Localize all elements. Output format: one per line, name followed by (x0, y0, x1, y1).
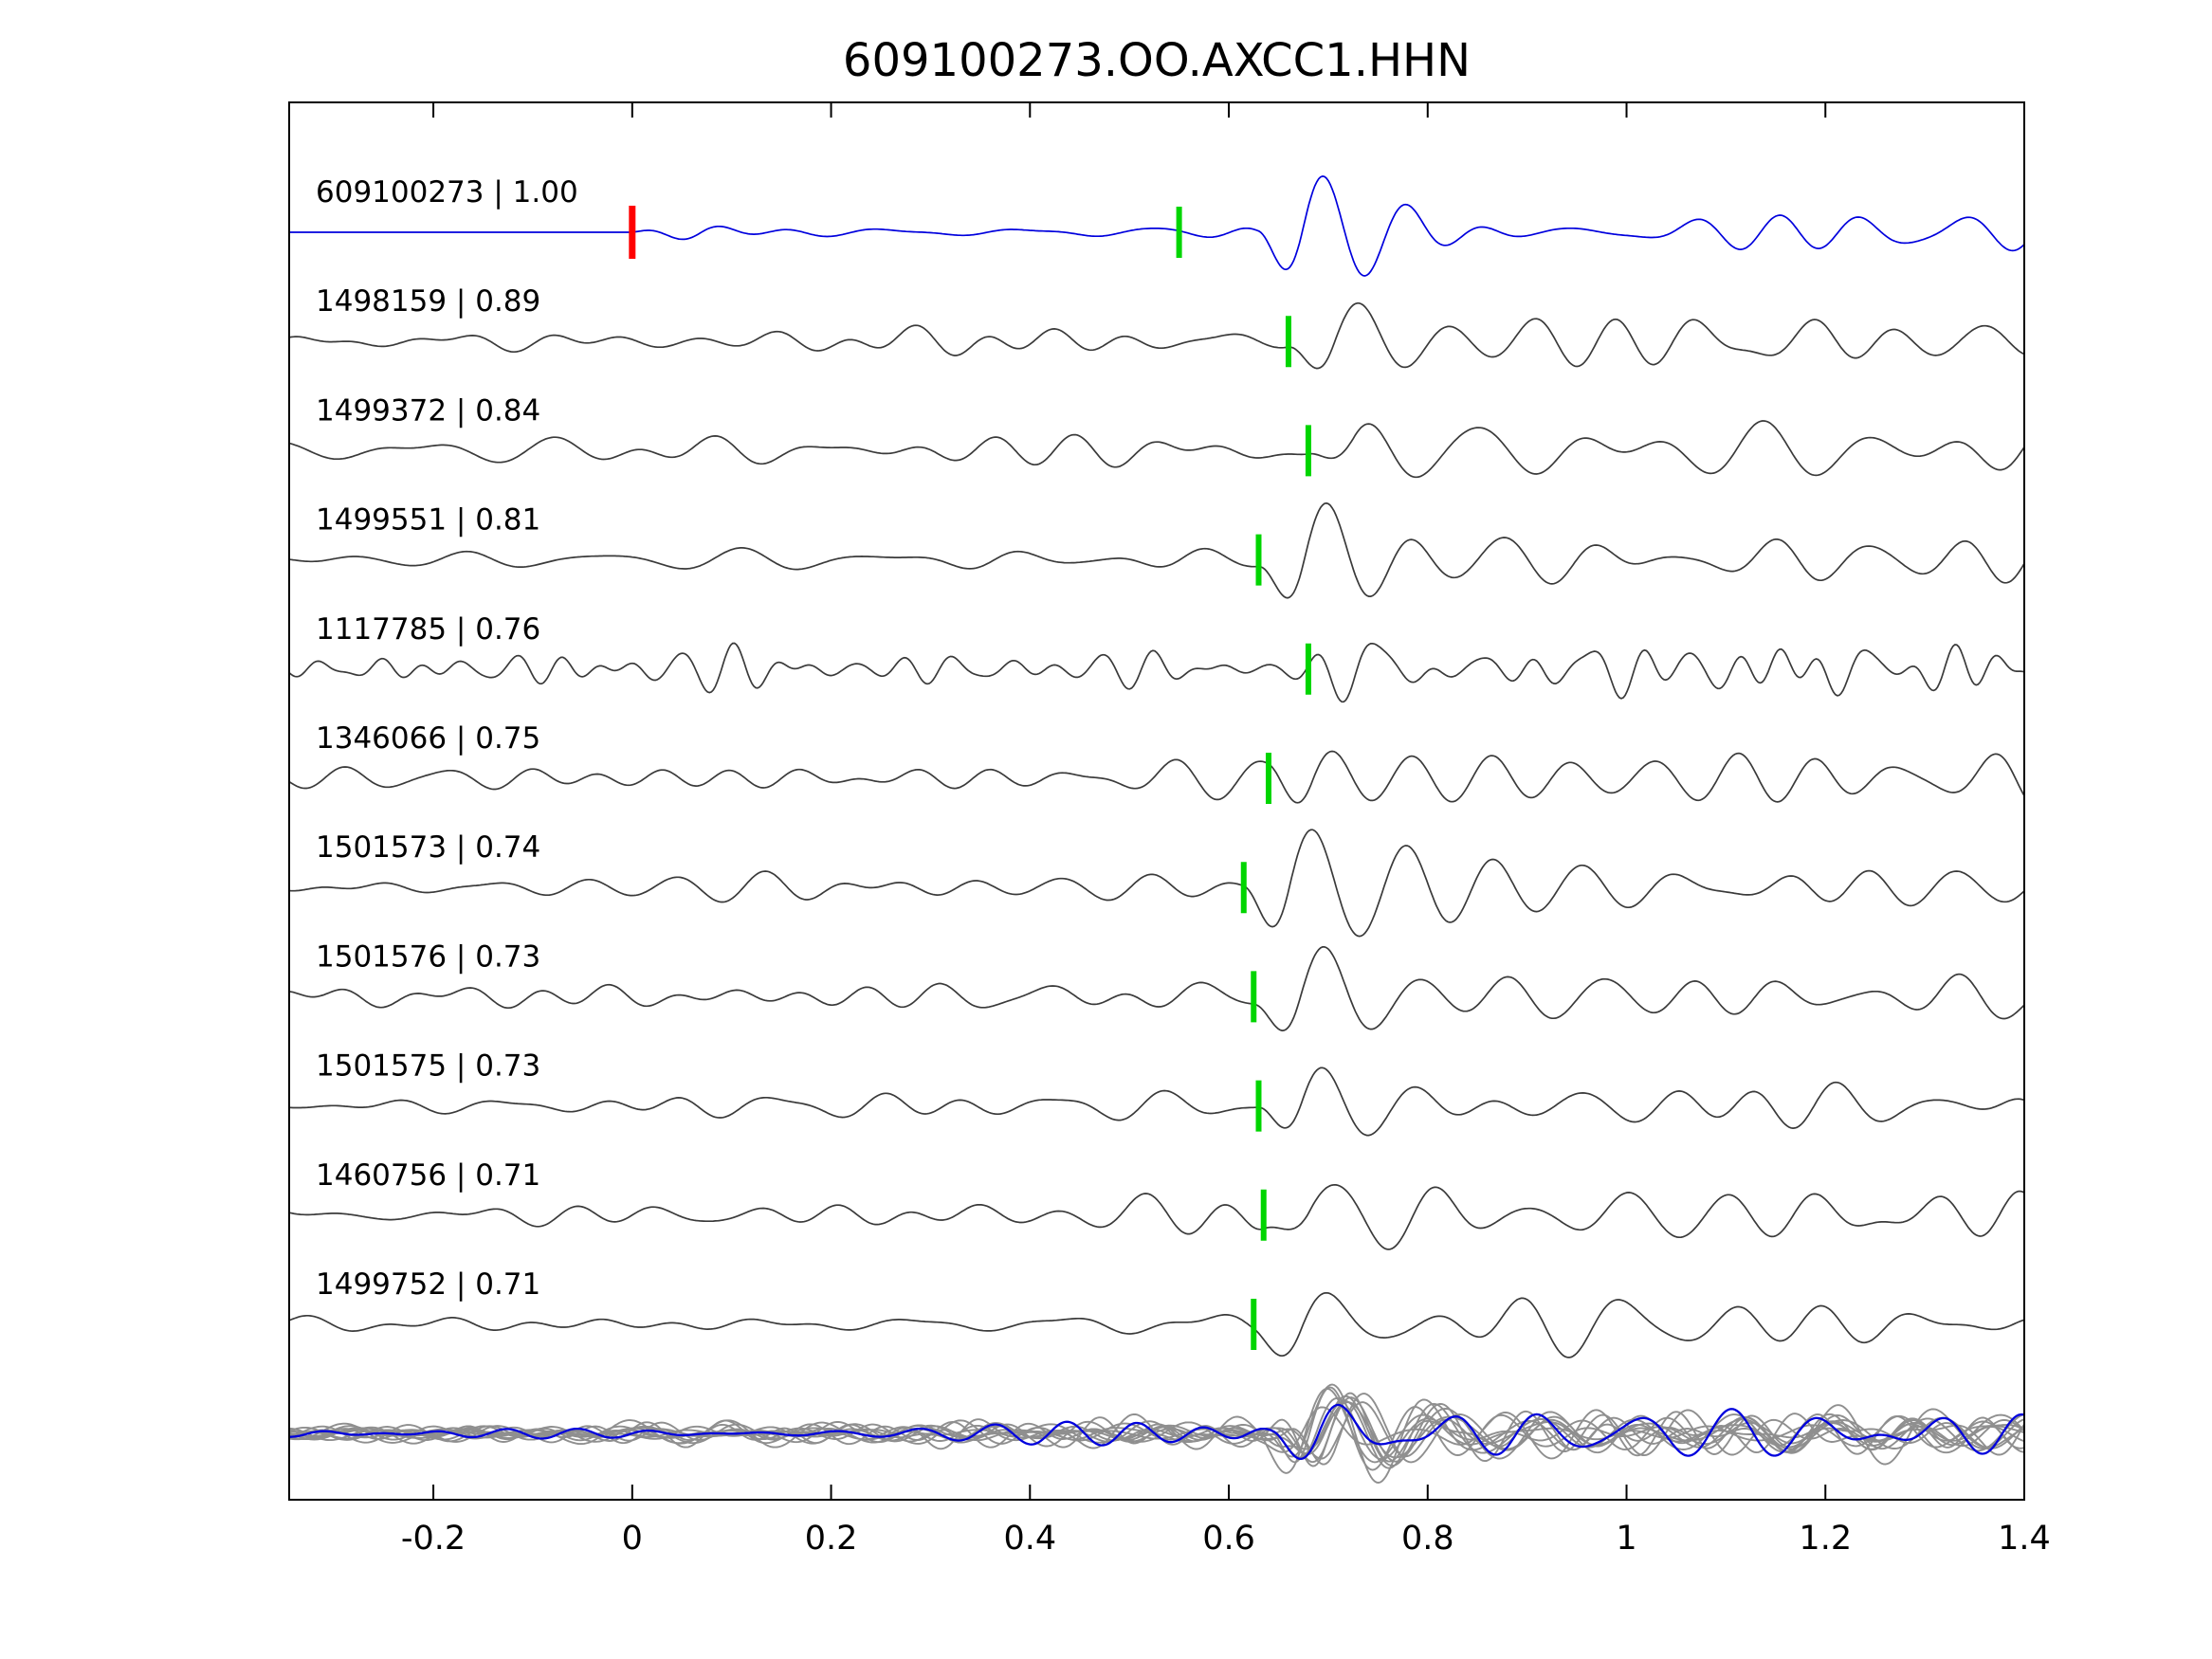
overlay-template-trace (289, 1403, 2025, 1461)
plot-border (288, 101, 2025, 1501)
waveform-trace-1499551 (288, 501, 2025, 599)
waveform-trace-1501576 (288, 945, 2025, 1031)
trace-label-1499551: 1499551 | 0.81 (316, 503, 540, 538)
overlay-detection-trace (288, 1392, 2025, 1468)
trace-label-1499372: 1499372 | 0.84 (316, 393, 540, 428)
x-axis-group: -0.2 0 0.2 0.4 0.6 0.8 1 1.2 1.4 (401, 102, 2051, 1558)
waveform-trace-1499372 (288, 420, 2025, 479)
trace-label-1346066: 1346066 | 0.75 (316, 721, 540, 756)
trace-label-1501573: 1501573 | 0.74 (316, 830, 540, 865)
x-tick-label: 0.8 (1401, 1520, 1454, 1558)
traces-group (288, 175, 2025, 1358)
pick-markers-group (629, 206, 1311, 1350)
x-tick-label: 1.2 (1799, 1520, 1852, 1558)
trace-label-1498159: 1498159 | 0.89 (316, 284, 540, 319)
x-tick-label: 0.4 (1003, 1520, 1056, 1558)
waveform-trace-1346066 (288, 750, 2025, 804)
overlay-detection-trace (288, 1395, 2025, 1467)
waveform-trace-1498159 (288, 301, 2025, 370)
waveform-trace-1501575 (288, 1066, 2025, 1137)
waveform-trace-609100273 (289, 175, 2025, 277)
x-tick-label: 1 (1616, 1520, 1636, 1558)
figure-title: 609100273.OO.AXCC1.HHN (843, 34, 1471, 87)
x-tick-label: 0 (622, 1520, 643, 1558)
overlay-stack-group (288, 1383, 2025, 1484)
trace-label-1501576: 1501576 | 0.73 (316, 939, 540, 974)
waveform-trace-1460756 (288, 1183, 2025, 1250)
trace-label-1499752: 1499752 | 0.71 (316, 1267, 540, 1302)
trace-labels-group: 609100273 | 1.00 1498159 | 0.89 1499372 | … (316, 175, 578, 1302)
trace-label-1460756: 1460756 | 0.71 (316, 1158, 540, 1193)
x-tick-label: -0.2 (401, 1520, 466, 1558)
x-tick-label: 0.6 (1202, 1520, 1255, 1558)
waveform-trace-1499752 (288, 1291, 2025, 1358)
waveform-trace-1501573 (288, 829, 2025, 938)
x-tick-label: 0.2 (805, 1520, 858, 1558)
waveform-trace-1117785 (288, 642, 2025, 703)
trace-label-609100273: 609100273 | 1.00 (316, 175, 578, 210)
trace-label-1117785: 1117785 | 0.76 (316, 612, 540, 647)
x-tick-label: 1.4 (1998, 1520, 2051, 1558)
trace-label-1501575: 1501575 | 0.73 (316, 1049, 540, 1084)
